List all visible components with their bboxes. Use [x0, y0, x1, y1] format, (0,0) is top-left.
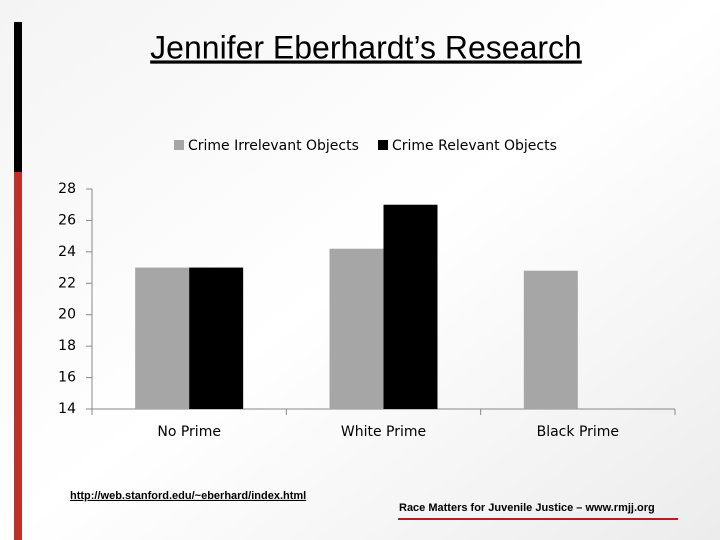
x-tick-label: White Prime: [341, 424, 426, 440]
bar: [135, 267, 190, 409]
bar: [523, 270, 578, 409]
legend-label: Crime Relevant Objects: [392, 138, 557, 154]
y-tick-label: 18: [58, 338, 76, 354]
y-tick-label: 22: [58, 275, 76, 291]
bar: [329, 248, 384, 409]
footer: Race Matters for Juvenile Justice – www.…: [399, 502, 655, 514]
accent-bar-black: [14, 22, 22, 172]
x-tick-label: No Prime: [157, 424, 221, 440]
chart-title: Jennifer Eberhardt’s Research: [150, 29, 582, 65]
y-tick-label: 26: [58, 212, 76, 228]
y-tick-label: 28: [58, 181, 76, 197]
bar: [383, 204, 438, 409]
bar: [189, 267, 244, 409]
y-tick-label: 20: [58, 307, 76, 323]
legend-swatch: [378, 140, 388, 150]
y-tick-label: 24: [58, 244, 76, 260]
legend-swatch: [174, 140, 184, 150]
y-tick-label: 14: [58, 401, 76, 417]
y-tick-label: 16: [58, 370, 76, 386]
legend-label: Crime Irrelevant Objects: [188, 138, 359, 154]
accent-bar-red: [14, 172, 22, 540]
x-tick-label: Black Prime: [537, 424, 619, 440]
source-link[interactable]: http://web.stanford.edu/~eberhard/index.…: [70, 490, 306, 502]
